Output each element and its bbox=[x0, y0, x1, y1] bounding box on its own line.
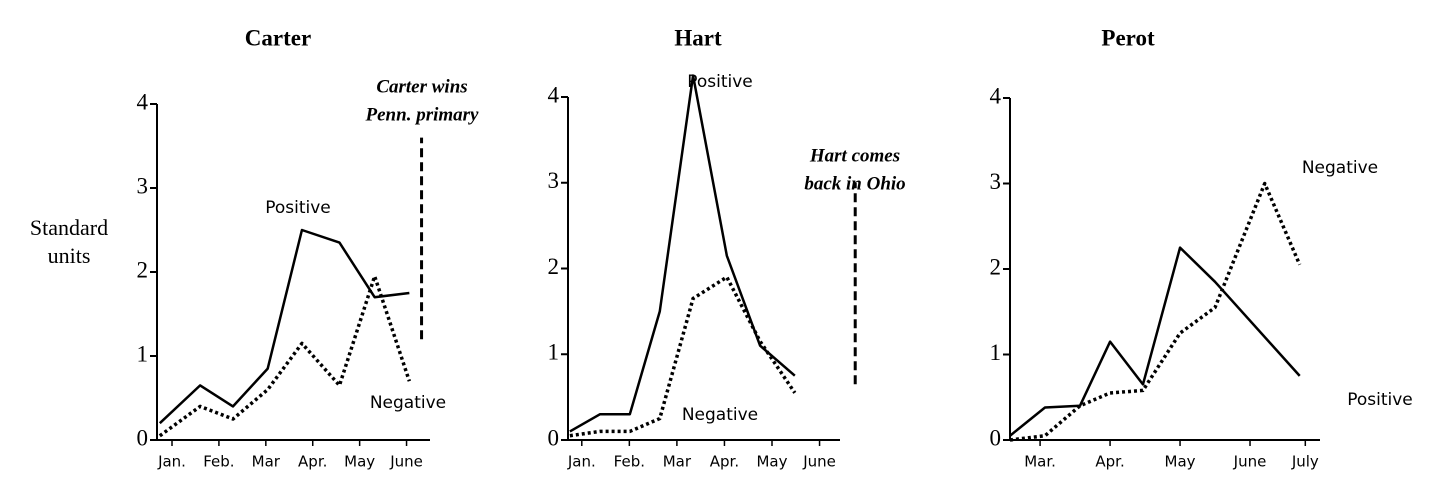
y-tick-label: 1 bbox=[137, 341, 149, 366]
y-tick-label: 2 bbox=[548, 254, 560, 279]
series-line bbox=[158, 274, 412, 438]
y-tick-label: 1 bbox=[990, 340, 1002, 365]
series-label: Negative bbox=[370, 393, 446, 413]
x-tick-label: June bbox=[1233, 453, 1267, 471]
x-tick-label: Mar. bbox=[1024, 453, 1056, 471]
x-tick-label: Apr. bbox=[1095, 453, 1124, 471]
y-tick-label: 4 bbox=[137, 89, 149, 114]
panel-title: Hart bbox=[674, 25, 722, 50]
y-tick-label: 0 bbox=[990, 425, 1002, 450]
panel-title: Perot bbox=[1101, 25, 1155, 50]
x-tick-label: May bbox=[344, 453, 375, 471]
y-tick-label: 4 bbox=[990, 83, 1002, 108]
series-label: Positive bbox=[265, 198, 331, 218]
y-tick-label: 2 bbox=[137, 257, 149, 282]
x-tick-label: Apr. bbox=[298, 453, 327, 471]
y-axis-label: Standard units bbox=[29, 215, 109, 268]
series-label: Negative bbox=[1302, 158, 1378, 178]
x-tick-label: May bbox=[756, 453, 787, 471]
x-tick-label: July bbox=[1291, 453, 1319, 471]
series-line bbox=[1009, 246, 1301, 437]
y-tick-label: 3 bbox=[137, 173, 149, 198]
x-tick-label: Mar bbox=[252, 453, 281, 471]
series-label: Negative bbox=[682, 405, 758, 425]
series-label: Positive bbox=[687, 72, 753, 92]
x-tick-label: May bbox=[1165, 453, 1196, 471]
x-tick-label: Mar bbox=[663, 453, 692, 471]
x-tick-label: June bbox=[389, 453, 423, 471]
panel-title: Carter bbox=[245, 25, 311, 50]
series-line bbox=[569, 74, 796, 433]
x-tick-label: Jan. bbox=[567, 453, 596, 471]
series-label: Positive bbox=[1347, 390, 1413, 410]
annotation: Penn. primary bbox=[365, 104, 480, 125]
annotation: Hart comes bbox=[809, 145, 900, 166]
series-line bbox=[158, 228, 410, 425]
annotation: back in Ohio bbox=[804, 173, 905, 194]
annotation: Carter wins bbox=[376, 76, 467, 97]
y-tick-label: 0 bbox=[137, 425, 149, 450]
y-tick-label: 0 bbox=[548, 425, 560, 450]
y-tick-label: 3 bbox=[548, 168, 560, 193]
y-tick-label: 2 bbox=[990, 254, 1002, 279]
x-tick-label: June bbox=[802, 453, 836, 471]
x-tick-label: Jan. bbox=[157, 453, 186, 471]
y-tick-label: 3 bbox=[990, 169, 1002, 194]
series-line bbox=[1009, 181, 1302, 442]
y-tick-label: 4 bbox=[548, 82, 560, 107]
x-tick-label: Apr. bbox=[710, 453, 739, 471]
x-tick-label: Feb. bbox=[203, 453, 234, 471]
y-tick-label: 1 bbox=[548, 340, 560, 365]
x-tick-label: Feb. bbox=[614, 453, 645, 471]
